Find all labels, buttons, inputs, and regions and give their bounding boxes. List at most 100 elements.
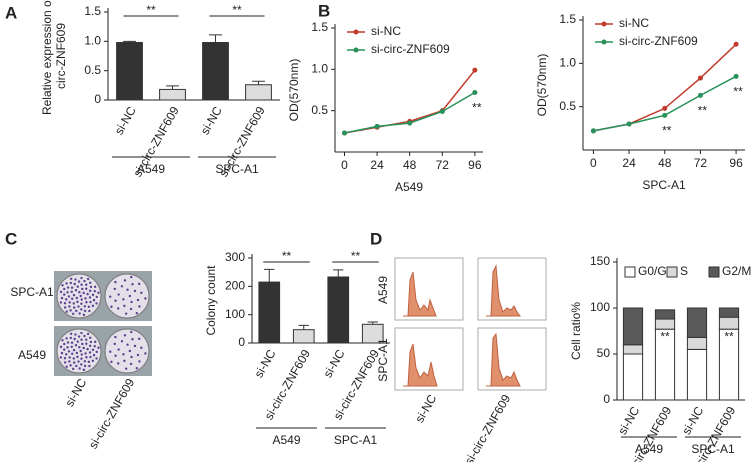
image-col-label: si-circ-ZNF609 — [462, 392, 514, 462]
colony — [59, 345, 63, 349]
colony — [78, 312, 81, 315]
error-bar — [298, 324, 309, 330]
x-tick-label: 0 — [341, 158, 348, 172]
colony — [126, 343, 129, 346]
point — [342, 130, 348, 136]
colony — [76, 355, 79, 359]
colony — [80, 298, 83, 301]
colony — [114, 354, 117, 357]
y-axis-label: Relative expression of — [40, 0, 54, 115]
y-tick-label: 0.5 — [559, 99, 576, 113]
x-tick-label: 72 — [694, 156, 708, 170]
image-col-label: si-NC — [412, 392, 439, 425]
colony — [85, 287, 88, 290]
colony — [136, 353, 140, 357]
y-tick-label: 0.5 — [311, 103, 328, 117]
colony — [67, 350, 71, 353]
group-label: SPC-A1 — [334, 433, 378, 447]
x-tick-label: si-NC — [615, 404, 642, 437]
colony — [77, 280, 81, 283]
colony — [123, 279, 127, 282]
colony — [59, 290, 63, 294]
colony — [69, 332, 73, 336]
colony — [83, 364, 87, 368]
y-axis-label: Cell ratio% — [569, 302, 583, 360]
bar — [327, 276, 350, 344]
point — [662, 112, 668, 118]
colony — [89, 340, 93, 344]
colony — [73, 282, 76, 286]
plate — [104, 273, 150, 319]
colony — [66, 346, 69, 349]
colony — [72, 348, 76, 352]
significance: ** — [472, 101, 482, 115]
colony — [65, 282, 68, 285]
colony — [59, 301, 63, 304]
bar-segment — [622, 344, 644, 355]
colony — [93, 285, 97, 289]
x-tick-label: 0 — [590, 156, 597, 170]
colony — [85, 356, 88, 359]
bar-segment — [622, 353, 644, 401]
colony — [59, 356, 63, 359]
point — [472, 67, 478, 73]
colony — [63, 348, 66, 351]
colony — [82, 346, 85, 350]
bar-segment — [654, 309, 676, 320]
colony — [60, 351, 64, 355]
colony — [93, 344, 96, 348]
colony — [74, 343, 78, 347]
colony — [123, 359, 126, 363]
colony — [72, 361, 76, 364]
colony — [84, 352, 87, 355]
colony — [65, 298, 68, 301]
colony — [130, 300, 133, 304]
y-tick-label: 100 — [225, 307, 245, 321]
legend-marker — [601, 21, 607, 27]
y-tick-label: 1.0 — [311, 62, 328, 76]
colony — [120, 340, 124, 343]
colony — [78, 291, 81, 294]
colony — [130, 275, 133, 279]
legend-label: si-circ-ZNF609 — [371, 42, 450, 56]
colony — [124, 312, 128, 315]
error-bar — [264, 268, 275, 283]
colony — [129, 307, 133, 311]
y-axis-label: OD(570nm) — [535, 54, 549, 117]
colony — [63, 361, 67, 364]
flow-peak — [403, 343, 438, 387]
colony — [75, 351, 79, 355]
colony — [83, 334, 86, 338]
x-tick-label: si-NC — [198, 104, 225, 137]
significance: ** — [146, 3, 156, 17]
colony — [70, 352, 74, 356]
x-tick-label: 72 — [436, 158, 450, 172]
colony — [82, 291, 85, 295]
colony — [75, 309, 78, 313]
bar-segment — [686, 348, 708, 401]
colony — [144, 297, 147, 300]
image-col-label: si-NC — [62, 376, 89, 409]
error-bar — [123, 40, 136, 43]
x-tick-label: si-NC — [112, 104, 139, 137]
colony — [80, 276, 83, 280]
colony — [137, 337, 141, 341]
error-bar — [367, 321, 378, 325]
colony — [65, 365, 68, 368]
colony — [65, 353, 68, 356]
colony — [86, 292, 89, 296]
colony — [133, 344, 137, 348]
point — [733, 73, 739, 79]
colony — [80, 363, 83, 366]
colony — [86, 347, 89, 351]
legend-label: G0/G1 — [638, 264, 674, 278]
colony — [63, 357, 67, 360]
colony — [91, 293, 95, 297]
legend-marker — [601, 39, 607, 45]
colony — [65, 310, 68, 313]
colony — [80, 308, 83, 311]
colony — [73, 337, 76, 341]
legend-marker — [353, 47, 359, 53]
panel-label: A — [5, 3, 17, 22]
